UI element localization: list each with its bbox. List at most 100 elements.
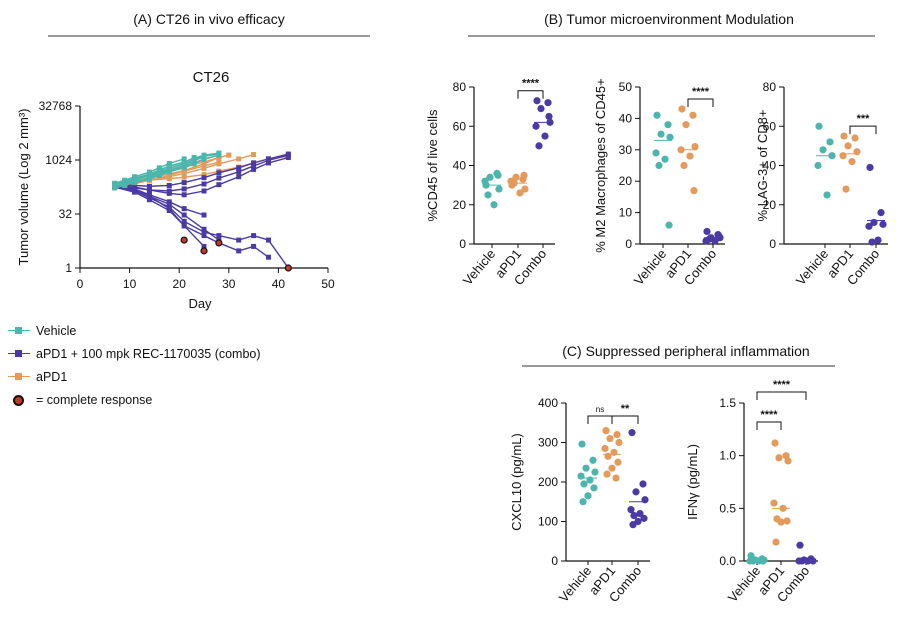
c1-point-combo xyxy=(641,496,649,504)
b1-point-vehicle xyxy=(484,191,492,199)
c2-point-apd1 xyxy=(775,454,783,462)
c2-y-axis-label: IFNγ (pg/mL) xyxy=(685,444,700,520)
b1-point-combo xyxy=(533,97,541,105)
b3-point-apd1 xyxy=(839,152,847,160)
b1-point-combo xyxy=(545,112,553,121)
c1-y-tick-label: 300 xyxy=(538,436,558,450)
growth-point-vehicle xyxy=(166,160,172,166)
c2-sig-label: **** xyxy=(773,379,791,391)
growth-point-combo xyxy=(265,160,271,166)
growth-point-vehicle xyxy=(191,157,197,163)
b2-point-vehicle xyxy=(653,111,661,119)
growth-point-combo xyxy=(132,182,138,188)
growth-point-combo xyxy=(236,237,242,243)
c1-point-vehicle xyxy=(580,480,588,488)
c1-point-combo xyxy=(640,514,648,522)
legend-item-vehicle: Vehicle xyxy=(6,319,261,342)
growth-point-vehicle xyxy=(112,180,118,186)
b2-point-apd1 xyxy=(686,152,694,160)
growth-point-vehicle xyxy=(122,177,128,183)
growth-point-vehicle xyxy=(156,170,162,176)
complete-response-marker xyxy=(284,264,292,272)
b3-y-tick-label: 60 xyxy=(763,119,777,133)
c2-y-tick-label: 0.0 xyxy=(719,554,736,568)
b2-category-label: Vehicle xyxy=(631,246,669,288)
c1-point-combo xyxy=(628,429,636,437)
c1-point-vehicle xyxy=(582,464,590,472)
b2-point-apd1 xyxy=(691,143,699,151)
c2-point-apd1 xyxy=(777,518,785,526)
b3-y-tick-label: 80 xyxy=(763,80,777,94)
b2-point-apd1 xyxy=(680,161,688,170)
growth-point-vehicle xyxy=(181,161,187,167)
c1-point-apd1 xyxy=(614,458,622,466)
growth-point-combo xyxy=(201,229,207,235)
c2-point-apd1 xyxy=(770,499,778,507)
b1-point-vehicle xyxy=(490,201,498,209)
b2-y-tick-label: 0 xyxy=(625,237,632,251)
growth-point-vehicle xyxy=(132,179,138,185)
growth-point-combo xyxy=(201,233,207,239)
b1-sig-label: **** xyxy=(522,78,540,90)
c1-point-apd1 xyxy=(608,464,616,472)
growth-y-axis-label: Tumor volume (Log 2 mm³) xyxy=(16,109,31,266)
complete-response-marker xyxy=(200,247,208,255)
b1-y-tick-label: 80 xyxy=(453,80,467,94)
growth-point-vehicle xyxy=(216,152,222,158)
growth-point-apd1 xyxy=(226,152,232,158)
c1-point-vehicle xyxy=(590,484,598,492)
growth-point-combo xyxy=(166,206,172,212)
growth-point-apd1 xyxy=(251,152,257,158)
c2-point-apd1 xyxy=(783,517,791,525)
c2-sig-label: **** xyxy=(760,409,778,421)
b3-sig-bracket xyxy=(849,125,877,135)
b1-y-tick-label: 20 xyxy=(453,198,467,212)
growth-x-tick-label: 50 xyxy=(321,277,335,291)
growth-x-tick-label: 20 xyxy=(173,277,187,291)
growth-point-vehicle xyxy=(166,165,172,171)
growth-point-combo xyxy=(201,212,207,218)
growth-point-combo xyxy=(216,182,222,188)
b1-point-apd1 xyxy=(512,173,520,181)
c1-sig-label: ** xyxy=(621,403,630,415)
c1-sig-bracket xyxy=(587,415,613,424)
b1-y-tick-label: 40 xyxy=(453,159,467,173)
growth-x-tick-label: 0 xyxy=(77,277,84,291)
growth-point-combo xyxy=(251,233,257,239)
b2-point-vehicle xyxy=(666,133,674,141)
c1-point-apd1 xyxy=(603,470,611,478)
growth-point-combo xyxy=(236,165,242,171)
growth-point-apd1 xyxy=(181,174,187,180)
b1-point-vehicle xyxy=(481,177,489,185)
b1-sig-bracket xyxy=(517,90,544,99)
c1-point-vehicle xyxy=(584,492,592,500)
b1-point-apd1 xyxy=(516,189,524,197)
complete-response-marker xyxy=(180,236,188,244)
b2-point-apd1 xyxy=(678,105,686,113)
growth-point-combo xyxy=(181,223,187,229)
b3-y-tick-label: 20 xyxy=(763,198,777,212)
growth-point-apd1 xyxy=(166,176,172,182)
b2-point-combo xyxy=(703,227,711,236)
b3-sig-label: *** xyxy=(857,113,871,125)
growth-point-combo xyxy=(181,212,187,218)
legend: Vehicle aPD1 + 100 mpk REC-1170035 (comb… xyxy=(6,319,261,411)
b3-point-apd1 xyxy=(851,134,859,142)
growth-x-tick-label: 30 xyxy=(222,277,236,291)
growth-point-combo xyxy=(181,218,187,224)
b3-point-combo xyxy=(868,238,876,246)
c2-sig-bracket xyxy=(756,391,807,400)
growth-chart-title: CT26 xyxy=(193,69,230,86)
growth-point-vehicle xyxy=(146,169,152,175)
growth-point-apd1 xyxy=(201,172,207,178)
b2-point-vehicle xyxy=(661,155,669,163)
b3-point-apd1 xyxy=(848,157,856,166)
charts-layer: CT26 1 32 1024 32768 0 10 20 30 40 50 Day Tumor volu… xyxy=(16,69,888,605)
panel-c-title: (C) Suppressed peripheral inflammation xyxy=(562,343,809,359)
growth-point-combo xyxy=(132,186,138,192)
growth-point-vehicle xyxy=(156,165,162,171)
b3-point-vehicle xyxy=(823,191,831,199)
b1-point-vehicle xyxy=(494,171,502,179)
b1-point-combo xyxy=(541,132,549,140)
